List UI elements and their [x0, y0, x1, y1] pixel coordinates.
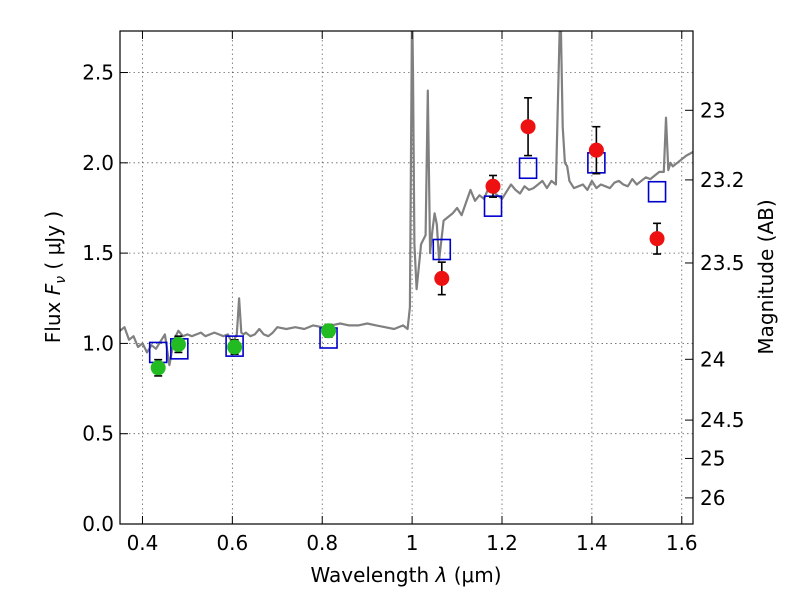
- photometry-point-green: [227, 339, 243, 356]
- y-tick-label: 0.0: [82, 512, 114, 536]
- plot-area: [120, 31, 693, 377]
- model-square: [225, 335, 244, 357]
- y2-tick-label: 23.2: [700, 168, 745, 192]
- data-point-marker: [321, 323, 337, 339]
- x-tick-label: 1: [406, 531, 419, 555]
- y-axis-label: Flux Fν ( μJy ): [41, 211, 69, 343]
- photometry-point-green: [150, 358, 166, 377]
- y2-tick-label: 26: [700, 486, 725, 510]
- data-point-marker: [227, 339, 243, 355]
- grid-lines: [120, 31, 693, 525]
- y2-tick-label: 24.5: [700, 408, 745, 432]
- photometry-point-red: [588, 125, 604, 175]
- axis-ticks: 0.4 0.6 0.8 1 1.2 1.4 1.6 0.0 0.5 1.0 1.5 2.0 2.5 23 2…: [82, 31, 745, 555]
- model-square: [647, 180, 667, 203]
- y-tick-label: 2.5: [82, 61, 114, 85]
- x-tick-label: 1.2: [486, 531, 518, 555]
- y-tick-label: 2.0: [82, 151, 114, 175]
- x-tick-label: 1.4: [576, 531, 608, 555]
- x-tick-label: 1.6: [666, 531, 698, 555]
- photometry-point-red: [520, 97, 536, 157]
- y2-tick-label: 24: [700, 347, 725, 371]
- x-tick-label: 0.6: [216, 531, 248, 555]
- data-point-marker: [150, 360, 166, 376]
- photometry-point-red: [434, 261, 450, 296]
- photometry-point-green: [170, 335, 186, 354]
- data-point-marker: [649, 231, 665, 247]
- x-tick-label: 0.8: [306, 531, 338, 555]
- photometry-point-red: [649, 222, 665, 255]
- data-point-marker: [434, 270, 450, 286]
- y-tick-label: 1.5: [82, 241, 114, 265]
- y2-tick-label: 25: [700, 446, 725, 470]
- data-point-marker: [485, 178, 501, 194]
- data-point-marker: [520, 119, 536, 135]
- y2-tick-label: 23: [700, 98, 725, 122]
- model-square: [518, 157, 538, 180]
- data-point-marker: [170, 336, 186, 352]
- y2-axis-label: Magnitude (AB): [754, 199, 778, 354]
- y-tick-label: 0.5: [82, 422, 114, 446]
- x-axis-label: Wavelength λ (μm): [310, 563, 501, 587]
- y-tick-label: 1.0: [82, 331, 114, 355]
- photometry-point-red: [485, 174, 501, 198]
- model-square: [483, 195, 503, 217]
- x-tick-label: 0.4: [127, 531, 159, 555]
- model-square: [432, 238, 452, 261]
- y2-tick-label: 23.5: [700, 251, 745, 275]
- photometry-point-green: [321, 323, 337, 339]
- data-point-marker: [588, 142, 604, 158]
- spectrum-line: [120, 31, 693, 367]
- axes-frame: [119, 30, 694, 525]
